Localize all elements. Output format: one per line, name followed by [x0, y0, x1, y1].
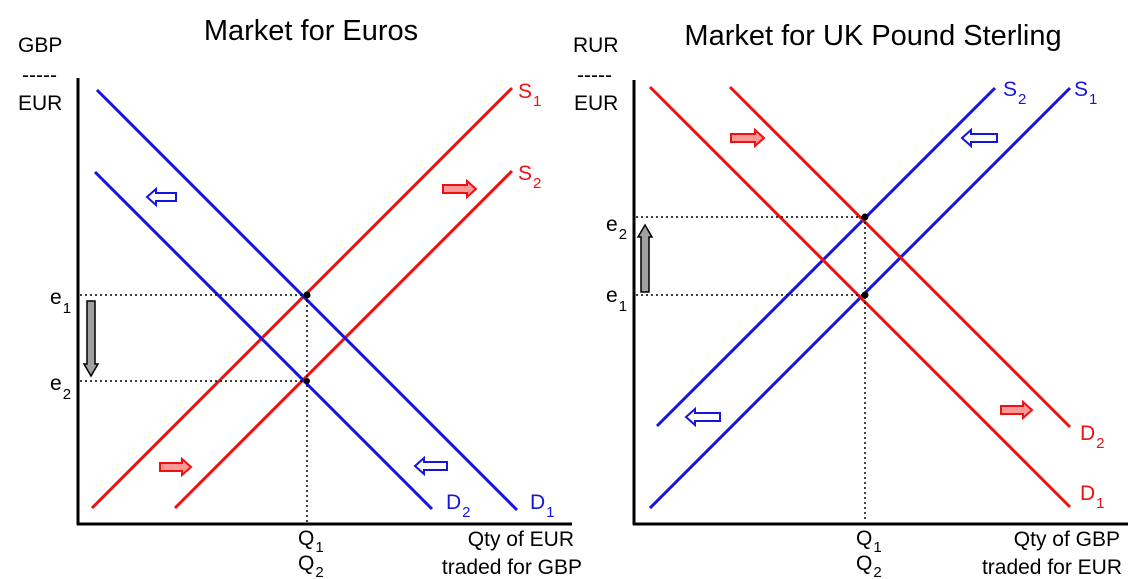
tick-q2-euros: Q2 — [298, 552, 324, 579]
shift-arrow-supply-right-upper-euros — [442, 178, 478, 200]
series-line-d2-pound — [728, 85, 1072, 429]
chart-pound-ylabel-line1: RUR — [573, 34, 619, 57]
chart-pound-xlabel-line1: Qty of GBP — [1014, 528, 1120, 551]
exchange-rate-down-arrow-euros — [82, 300, 100, 378]
shift-arrow-demand-right-upper-pound — [730, 127, 766, 149]
equilibrium-point-2-pound — [861, 213, 869, 221]
chart-pound-ylabel-line3: EUR — [574, 92, 618, 115]
series-line-s2-pound — [655, 86, 997, 428]
label-s1-euros: S1 — [518, 80, 541, 110]
chart-euros-xlabel-line2: traded for GBP — [442, 556, 582, 579]
shift-arrow-supply-right-lower-euros — [159, 456, 193, 478]
shift-arrow-demand-left-upper-euros — [145, 186, 177, 208]
tick-q2-pound: Q2 — [856, 552, 882, 579]
chart-pound: Market for UK Pound Sterling RUR ----- E… — [573, 20, 1128, 579]
tick-e2-pound: e2 — [606, 213, 627, 243]
shift-arrow-supply-left-lower-pound — [684, 406, 721, 428]
tick-e1-euros: e1 — [50, 286, 71, 317]
shift-arrow-demand-left-lower-euros — [413, 455, 448, 477]
chart-euros: Market for Euros GBP ----- EUR e1 e2 Q1 … — [18, 15, 582, 579]
label-d2-pound: D2 — [1080, 422, 1105, 452]
equilibrium-point-1-pound — [861, 291, 869, 299]
equilibrium-point-2-euros — [304, 378, 310, 384]
chart-euros-ylabel-line3: EUR — [18, 92, 62, 115]
chart-euros-title: Market for Euros — [204, 15, 418, 47]
chart-pound-ylabel-line2: ----- — [577, 64, 612, 87]
equilibrium-point-1-euros — [303, 291, 311, 299]
shift-arrow-demand-right-lower-pound — [1000, 399, 1034, 421]
chart-euros-ylabel-line2: ----- — [22, 64, 57, 87]
tick-e2-euros: e2 — [50, 372, 71, 403]
label-s1-pound: S1 — [1074, 78, 1097, 108]
series-line-d2-euros — [93, 170, 434, 511]
chart-euros-ylabel-line1: GBP — [18, 34, 62, 57]
chart-pound-title: Market for UK Pound Sterling — [684, 20, 1061, 52]
shift-arrow-supply-left-upper-pound — [960, 127, 998, 149]
exchange-rate-up-arrow-pound — [636, 223, 654, 293]
label-s2-euros: S2 — [518, 162, 541, 192]
tick-q1-euros: Q1 — [298, 527, 324, 556]
label-d2-euros: D2 — [446, 491, 471, 521]
tick-q1-pound: Q1 — [856, 527, 882, 556]
chart-pound-xlabel-line2: traded for EUR — [982, 556, 1122, 579]
chart-euros-xlabel-line1: Qty of EUR — [468, 528, 574, 551]
series-line-d1-pound — [648, 85, 1072, 509]
tick-e1-pound: e1 — [606, 284, 627, 315]
label-s2-pound: S2 — [1003, 78, 1026, 108]
series-line-s1-euros — [90, 86, 514, 510]
label-d1-euros: D1 — [530, 491, 555, 521]
label-d1-pound: D1 — [1080, 482, 1105, 512]
series-line-s2-euros — [173, 169, 514, 510]
